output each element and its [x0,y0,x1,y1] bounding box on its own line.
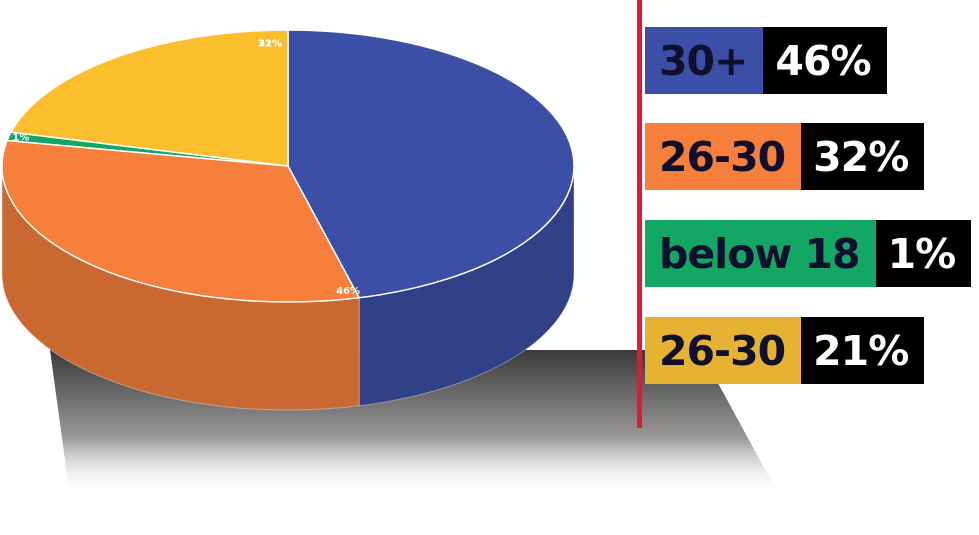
pie-slice-0 [287,29,575,299]
pie-value-label-3: 21% [258,38,282,49]
pie-slice-3 [9,29,289,167]
legend-divider [637,0,642,428]
pie-labels: 46% 32% 1% 21% [12,38,360,297]
pie-value-label-2: 1% [12,132,29,143]
legend-entry: 30+ 46% [645,27,887,94]
legend-category-label: 30+ [645,27,764,94]
legend-category-label: 26-30 [645,123,802,190]
pie-slice-1 [1,139,361,303]
legend-entry: 26-30 21% [645,317,925,384]
pie-value-label-1: 32% [258,38,282,49]
legend-entry: 26-30 32% [645,123,925,190]
legend-value-label: 21% [801,317,925,384]
legend-category-label: 26-30 [645,317,802,384]
legend-value-label: 32% [801,123,925,190]
pie-tops [1,29,575,303]
legend-value-label: 1% [875,220,972,287]
pie-value-label-0: 46% [336,286,360,297]
legend-entry: below 18 1% [645,220,972,287]
legend-value-label: 46% [763,27,887,94]
legend-category-label: below 18 [645,220,876,287]
